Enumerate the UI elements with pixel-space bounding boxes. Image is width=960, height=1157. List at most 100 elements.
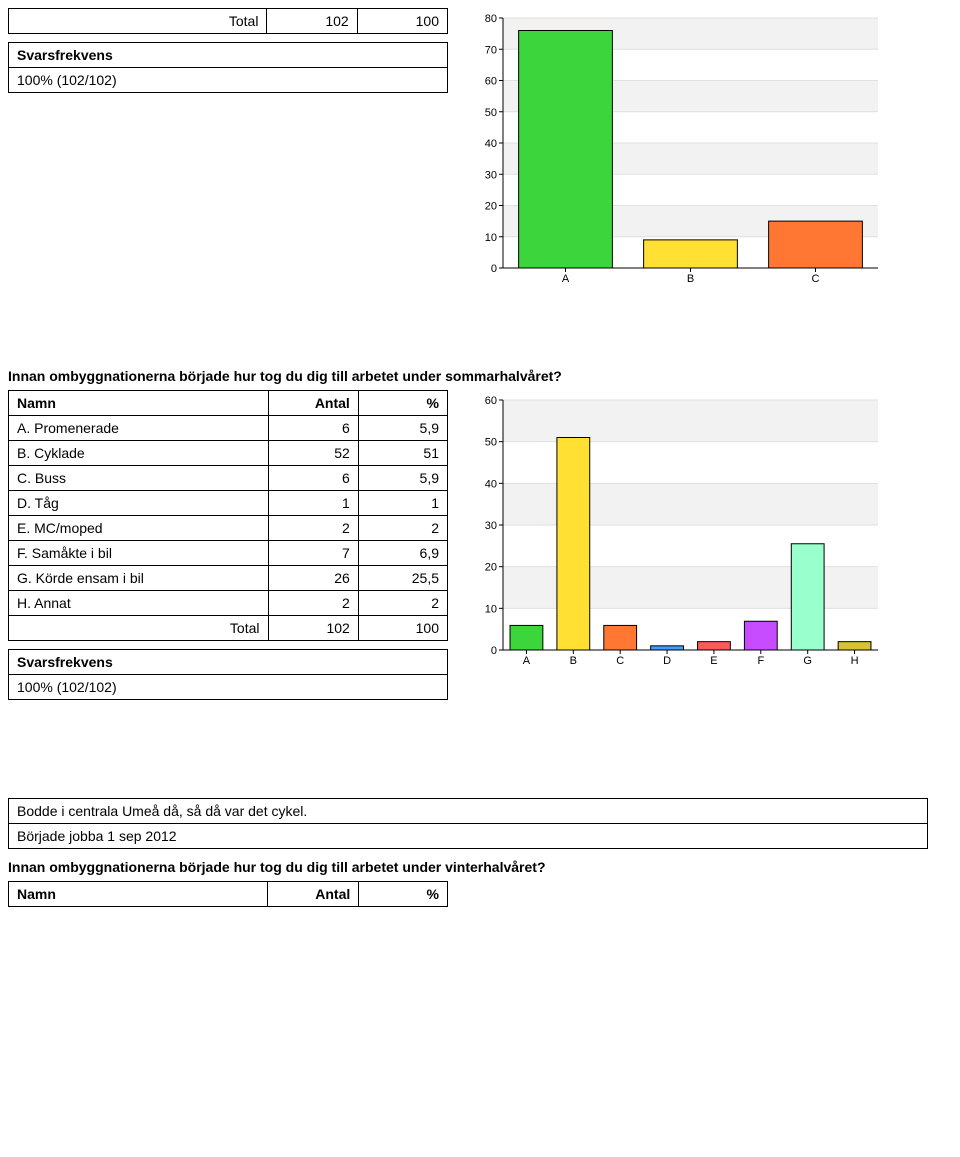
table-row: D. Tåg11 — [9, 491, 448, 516]
cell-antal: 7 — [268, 541, 358, 566]
cell-pct: 5,9 — [358, 416, 447, 441]
col-antal: Antal — [268, 391, 358, 416]
data-table-3: Namn Antal % — [8, 881, 448, 907]
col-namn: Namn — [9, 391, 269, 416]
cell-pct: 5,9 — [358, 466, 447, 491]
cell-pct: 25,5 — [358, 566, 447, 591]
total-label: Total — [9, 9, 267, 34]
svg-text:B: B — [570, 655, 577, 667]
chart-2: 0102030405060ABCDEFGH — [468, 390, 888, 670]
table-header: NamnAntal% — [9, 391, 448, 416]
svg-text:A: A — [562, 273, 570, 285]
svg-text:40: 40 — [485, 138, 497, 150]
svg-text:C: C — [812, 273, 820, 285]
bar — [838, 642, 871, 650]
cell-namn: G. Körde ensam i bil — [9, 566, 269, 591]
cell-pct: 6,9 — [358, 541, 447, 566]
table-row: H. Annat22 — [9, 591, 448, 616]
svg-text:F: F — [757, 655, 764, 667]
comments-table: Bodde i centrala Umeå då, så då var det … — [8, 798, 928, 849]
question-1: Innan ombyggnationerna började hur tog d… — [8, 368, 952, 384]
comment-row: Började jobba 1 sep 2012 — [9, 824, 928, 849]
cell-namn: D. Tåg — [9, 491, 269, 516]
comment-text: Bodde i centrala Umeå då, så då var det … — [9, 799, 928, 824]
svg-text:30: 30 — [485, 520, 497, 532]
table-row: E. MC/moped22 — [9, 516, 448, 541]
cell-namn: B. Cyklade — [9, 441, 269, 466]
comment-row: Bodde i centrala Umeå då, så då var det … — [9, 799, 928, 824]
bar — [644, 240, 738, 268]
bar — [791, 544, 824, 650]
svg-text:50: 50 — [485, 437, 497, 449]
cell-antal: 6 — [268, 466, 358, 491]
svarsfrekvens-box-2: Svarsfrekvens 100% (102/102) — [8, 649, 448, 700]
cell-namn: C. Buss — [9, 466, 269, 491]
cell-pct: 51 — [358, 441, 447, 466]
cell-namn: E. MC/moped — [9, 516, 269, 541]
cell-namn: F. Samåkte i bil — [9, 541, 269, 566]
svg-text:50: 50 — [485, 107, 497, 119]
bar — [698, 642, 731, 650]
svg-text:A: A — [523, 655, 531, 667]
svg-text:10: 10 — [485, 232, 497, 244]
svg-text:60: 60 — [485, 76, 497, 88]
svarsfrekvens-title: Svarsfrekvens — [9, 650, 448, 675]
svg-text:0: 0 — [491, 645, 497, 657]
col-pct: % — [359, 882, 448, 907]
svg-text:20: 20 — [485, 562, 497, 574]
bar — [519, 31, 613, 269]
svg-text:80: 80 — [485, 13, 497, 25]
svg-text:10: 10 — [485, 603, 497, 615]
chart-1: 0 10 20 30 40 50 60 70 80 A B C — [468, 8, 888, 288]
cell-antal: 2 — [268, 516, 358, 541]
cell-pct: 2 — [358, 591, 447, 616]
table-row: B. Cyklade5251 — [9, 441, 448, 466]
table-total-row: Total102100 — [9, 616, 448, 641]
cell-pct: 1 — [358, 491, 447, 516]
cell-namn: H. Annat — [9, 591, 269, 616]
total-label: Total — [9, 616, 269, 641]
svarsfrekvens-value: 100% (102/102) — [9, 675, 448, 700]
cell-antal: 1 — [268, 491, 358, 516]
col-namn: Namn — [9, 882, 268, 907]
total-table-1: Total 102 100 — [8, 8, 448, 34]
svg-text:D: D — [663, 655, 671, 667]
svg-text:40: 40 — [485, 478, 497, 490]
svg-text:E: E — [710, 655, 717, 667]
bar — [769, 221, 863, 268]
svg-text:C: C — [616, 655, 624, 667]
table-row: C. Buss65,9 — [9, 466, 448, 491]
table-row: F. Samåkte i bil76,9 — [9, 541, 448, 566]
bar — [604, 625, 637, 650]
svarsfrekvens-title: Svarsfrekvens — [9, 43, 448, 68]
svg-text:30: 30 — [485, 169, 497, 181]
col-antal: Antal — [267, 882, 359, 907]
total-pct: 100 — [357, 9, 447, 34]
bar — [651, 646, 684, 650]
cell-antal: 2 — [268, 591, 358, 616]
question-2: Innan ombyggnationerna började hur tog d… — [8, 859, 952, 875]
data-table-2: NamnAntal%A. Promenerade65,9B. Cyklade52… — [8, 390, 448, 641]
comment-text: Började jobba 1 sep 2012 — [9, 824, 928, 849]
svg-text:60: 60 — [485, 395, 497, 407]
total-pct: 100 — [358, 616, 447, 641]
bar — [510, 625, 543, 650]
total-antal: 102 — [268, 616, 358, 641]
cell-pct: 2 — [358, 516, 447, 541]
svg-text:G: G — [803, 655, 812, 667]
svg-text:70: 70 — [485, 44, 497, 56]
table-row: Total 102 100 — [9, 9, 448, 34]
col-pct: % — [358, 391, 447, 416]
svg-text:20: 20 — [485, 201, 497, 213]
cell-antal: 6 — [268, 416, 358, 441]
cell-antal: 26 — [268, 566, 358, 591]
table-row: A. Promenerade65,9 — [9, 416, 448, 441]
table-row: G. Körde ensam i bil2625,5 — [9, 566, 448, 591]
cell-antal: 52 — [268, 441, 358, 466]
svarsfrekvens-box-1: Svarsfrekvens 100% (102/102) — [8, 42, 448, 93]
svg-text:B: B — [687, 273, 694, 285]
svarsfrekvens-value: 100% (102/102) — [9, 68, 448, 93]
bar — [557, 438, 590, 651]
svg-text:0: 0 — [491, 263, 497, 275]
cell-namn: A. Promenerade — [9, 416, 269, 441]
